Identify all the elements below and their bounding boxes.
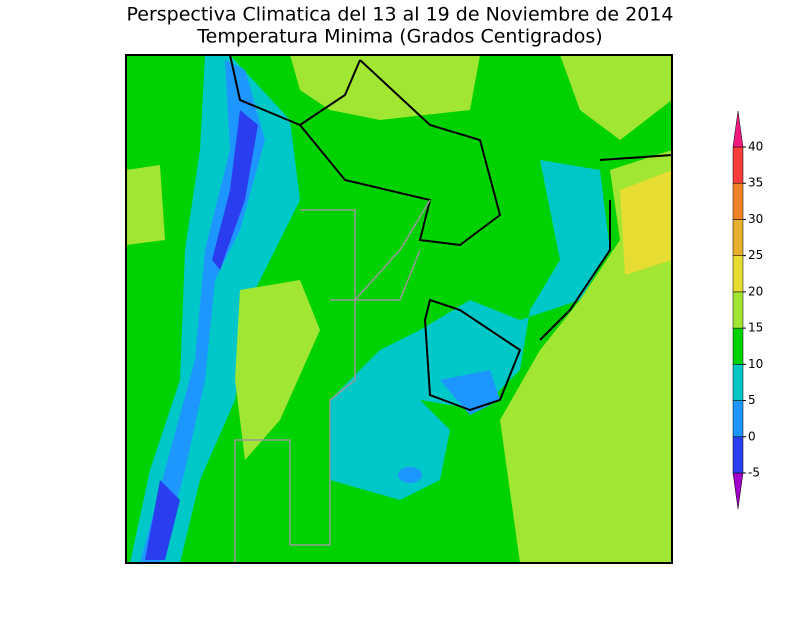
map	[125, 54, 673, 564]
colorbar-segment	[732, 327, 744, 365]
province-borders	[234, 199, 431, 563]
region	[620, 170, 672, 275]
coast	[539, 154, 672, 341]
region	[126, 165, 165, 245]
colorbar-extend	[732, 110, 744, 148]
colorbar-label: 15	[748, 321, 763, 335]
colorbar-label: 40	[748, 140, 763, 154]
border	[229, 55, 502, 247]
map-frame	[125, 54, 673, 564]
colorbar-segment	[732, 219, 744, 256]
region	[235, 280, 320, 460]
colorbar-segment	[732, 255, 744, 293]
colorbar-segment	[732, 146, 744, 184]
region	[440, 370, 500, 415]
region	[560, 55, 672, 140]
region	[130, 55, 300, 563]
title-line: Temperatura Minima (Grados Centigrados)	[196, 26, 602, 48]
colorbar: -5 0 5 10 15 20 25 30 35 40	[732, 110, 763, 510]
colorbar-segment	[732, 436, 744, 474]
colorbar-label: 5	[748, 393, 756, 407]
colorbar-segment	[732, 291, 744, 329]
colorbar-extend	[732, 472, 744, 510]
colorbar-label: 35	[748, 176, 763, 190]
colorbar-segment	[732, 400, 744, 438]
border	[423, 298, 522, 412]
colorbar-label: 10	[748, 357, 763, 371]
region	[145, 480, 180, 560]
colorbar-segment	[732, 364, 744, 401]
title-line: Perspectiva Climatica del 13 al 19 de No…	[126, 4, 673, 26]
colorbar-segment	[732, 182, 744, 220]
colorbar-label: 20	[748, 284, 763, 298]
colorbar-label: 25	[748, 248, 763, 262]
region	[126, 55, 200, 500]
region	[398, 467, 422, 483]
colorbar-label: 30	[748, 212, 763, 226]
region	[212, 110, 258, 270]
colorbar-label: -5	[748, 466, 760, 480]
colorbar-label: 0	[748, 429, 756, 443]
region	[330, 160, 610, 500]
region	[290, 55, 480, 120]
